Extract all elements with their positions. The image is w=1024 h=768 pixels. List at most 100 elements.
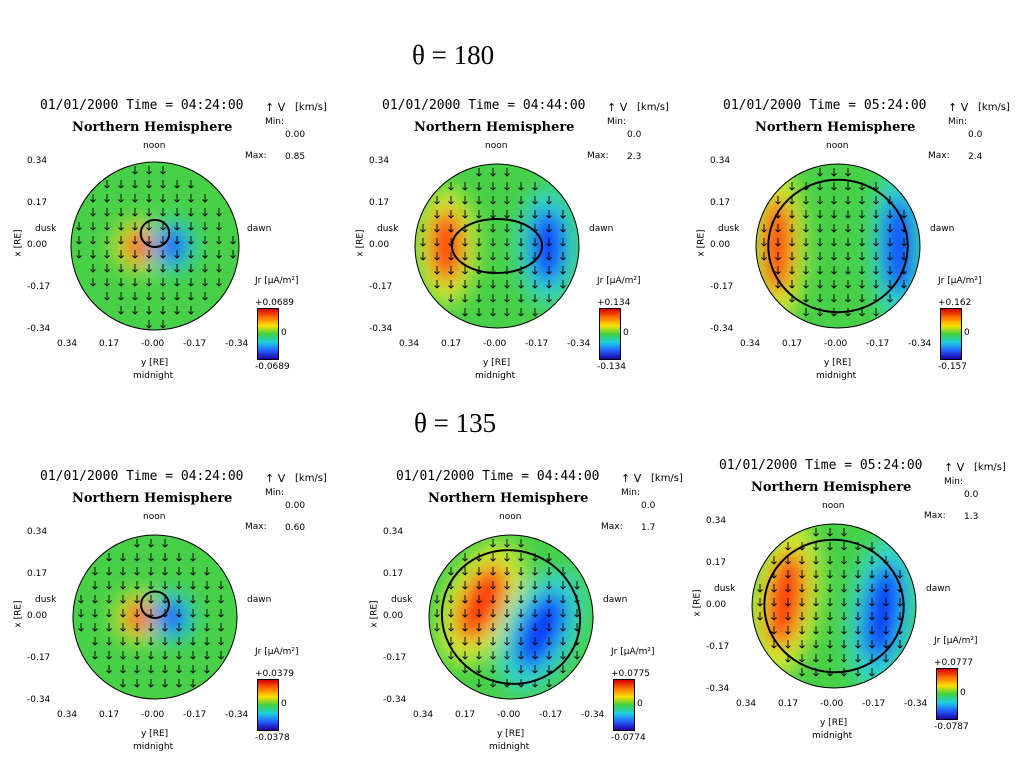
velocity-arrow (831, 210, 837, 219)
velocity-arrow (162, 651, 168, 660)
noon-label: noon (143, 141, 166, 151)
downward-current-blob (883, 196, 914, 296)
velocity-arrow (148, 539, 154, 548)
velocity-arrow (132, 292, 138, 301)
x-tick-label: 0.00 (706, 600, 727, 610)
velocity-arrow (771, 584, 777, 593)
velocity-arrow (448, 252, 454, 261)
velocity-arrows (78, 539, 224, 688)
velocity-arrow (146, 208, 152, 217)
velocity-arrow (490, 609, 496, 618)
velocity-arrow (132, 306, 138, 315)
velocity-arrow (190, 553, 196, 562)
velocity-arrow (887, 238, 893, 247)
velocity-arrow (476, 196, 482, 205)
jr-colorbar (613, 679, 635, 731)
velocity-arrow (162, 567, 168, 576)
map-outline (414, 163, 580, 329)
velocity-arrow (546, 196, 552, 205)
x-tick-label: 0.17 (369, 198, 390, 208)
velocity-arrow (118, 236, 124, 245)
velocity-arrow (504, 637, 510, 646)
velocity-arrow (560, 665, 566, 674)
velocity-arrow (174, 292, 180, 301)
velocity-arrow (448, 182, 454, 191)
jr-zero-value: 0 (637, 699, 643, 709)
velocity-arrow (476, 280, 482, 289)
velocity-arrow (855, 626, 861, 635)
velocity-arrow (476, 238, 482, 247)
velocity-arrow (789, 224, 795, 233)
velocity-arrow (462, 623, 468, 632)
velocity-min-label: Min: (948, 117, 968, 127)
velocity-arrow (546, 623, 552, 632)
panel-hemisphere-label: Northern Hemisphere (414, 120, 575, 135)
velocity-arrow (869, 626, 875, 635)
velocity-arrow (476, 637, 482, 646)
velocity-arrow (873, 280, 879, 289)
velocity-arrow (190, 623, 196, 632)
y-tick-label: 0.17 (455, 710, 476, 720)
velocity-arrow (901, 280, 907, 289)
velocity-arrow (92, 623, 98, 632)
velocity-arrow (532, 609, 538, 618)
x-tick-label: 0.00 (383, 611, 404, 621)
velocity-arrow (148, 679, 154, 688)
velocity-arrow (104, 222, 110, 231)
velocity-arrow (803, 308, 809, 317)
velocity-max-label: Max: (928, 151, 950, 161)
velocity-arrow (90, 264, 96, 273)
velocity-arrow (532, 665, 538, 674)
velocity-arrow (462, 196, 468, 205)
current-density-blobs (437, 541, 585, 693)
open-closed-boundary (450, 217, 544, 275)
velocity-arrow (146, 320, 152, 329)
velocity-arrow (817, 210, 823, 219)
dawn-label: dawn (589, 224, 614, 234)
panel-time-label: 01/01/2000 Time = 05:24:00 (719, 458, 923, 473)
velocity-arrow (134, 665, 140, 674)
panel-time-label: 01/01/2000 Time = 04:24:00 (40, 98, 244, 113)
velocity-arrow (887, 294, 893, 303)
velocity-arrow (827, 654, 833, 663)
upward-current-blob (125, 600, 152, 634)
jr-zero-value: 0 (281, 699, 287, 709)
y-tick-label: 0.17 (441, 339, 462, 349)
x-tick-label: 0.34 (710, 156, 731, 166)
velocity-arrow (490, 210, 496, 219)
velocity-arrow (518, 224, 524, 233)
velocity-unit-label: [km/s] (295, 473, 327, 484)
velocity-arrow (146, 278, 152, 287)
velocity-arrow (448, 595, 454, 604)
velocity-arrow (560, 252, 566, 261)
current-density-blobs (112, 219, 198, 273)
upward-current-blob (124, 229, 152, 263)
velocity-arrow (841, 570, 847, 579)
velocity-arrow (162, 679, 168, 688)
x-axis-label: x [RE] (369, 600, 380, 628)
velocity-arrow (188, 292, 194, 301)
velocity-arrow (476, 567, 482, 576)
velocity-arrow (448, 609, 454, 618)
velocity-arrow (132, 222, 138, 231)
velocity-arrow (546, 609, 552, 618)
velocity-arrow (118, 208, 124, 217)
jr-colorbar (940, 308, 962, 360)
velocity-arrow (420, 238, 426, 247)
velocity-arrow (775, 196, 781, 205)
velocity-arrow (841, 598, 847, 607)
velocity-arrow (813, 640, 819, 649)
velocity-arrow (827, 528, 833, 537)
velocity-arrow (216, 278, 222, 287)
velocity-arrow (204, 651, 210, 660)
velocity-max-value: 2.4 (968, 152, 983, 162)
velocity-arrow (176, 651, 182, 660)
velocity-arrow (859, 210, 865, 219)
velocity-arrow (434, 266, 440, 275)
velocity-arrow (434, 609, 440, 618)
velocity-arrow (518, 252, 524, 261)
velocity-arrow (490, 665, 496, 674)
open-closed-boundary (140, 590, 170, 619)
velocity-arrow (831, 196, 837, 205)
velocity-arrows (76, 166, 236, 329)
